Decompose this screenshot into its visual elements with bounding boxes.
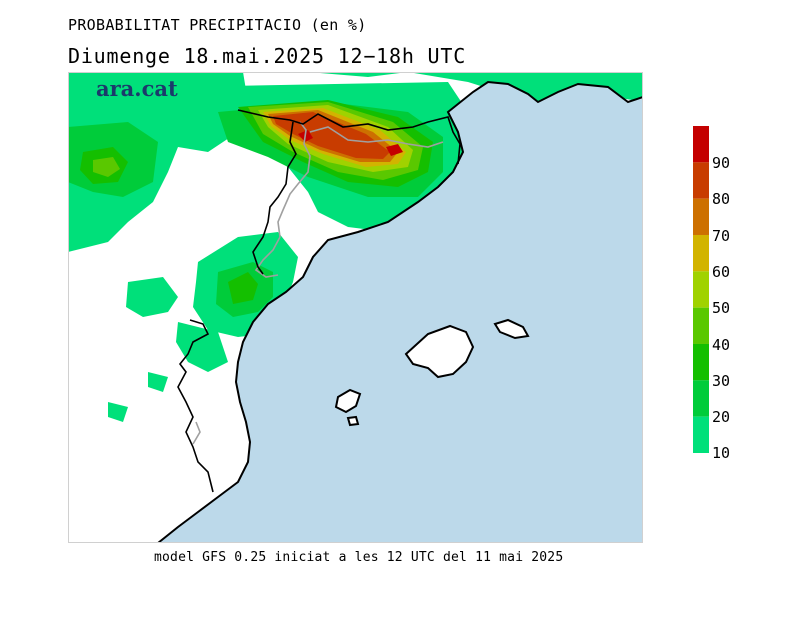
colorbar-swatch — [693, 126, 709, 163]
colorbar-swatch — [693, 380, 709, 417]
colorbar-swatch — [693, 235, 709, 272]
colorbar-swatch — [693, 344, 709, 381]
colorbar-label: 50 — [712, 299, 731, 317]
land-area — [68, 72, 643, 543]
colorbar-label: 30 — [712, 372, 731, 390]
model-caption: model GFS 0.25 iniciat a les 12 UTC del … — [154, 550, 564, 565]
colorbar-swatch — [693, 307, 709, 344]
ibiza-island — [334, 388, 362, 414]
map-frame — [68, 72, 643, 543]
map-title: PROBABILITAT PRECIPITACIO (en %) — [68, 16, 367, 34]
colorbar-label: 20 — [712, 408, 731, 426]
colorbar-swatch — [693, 416, 709, 453]
colorbar-label: 40 — [712, 336, 731, 354]
colorbar-label: 70 — [712, 227, 731, 245]
colorbar-swatch — [693, 198, 709, 235]
colorbar — [693, 126, 709, 453]
map-subtitle: Diumenge 18.mai.2025 12−18h UTC — [68, 44, 467, 68]
precipitation-map — [68, 72, 643, 543]
colorbar-label: 80 — [712, 190, 731, 208]
coastline — [157, 80, 643, 543]
formentera-island — [346, 415, 360, 427]
colorbar-label: 60 — [712, 263, 731, 281]
colorbar-label: 90 — [712, 154, 731, 172]
region-outline — [252, 121, 297, 275]
border-line — [309, 126, 444, 148]
ara-cat-logo: ara.cat — [96, 76, 178, 101]
mallorca-island — [404, 324, 475, 379]
region-outline — [177, 319, 214, 493]
colorbar-swatch — [693, 162, 709, 199]
border-line — [192, 421, 201, 445]
colorbar-swatch — [693, 271, 709, 308]
region-outline — [237, 109, 461, 165]
colorbar-label: 10 — [712, 444, 731, 462]
menorca-island — [493, 318, 530, 340]
